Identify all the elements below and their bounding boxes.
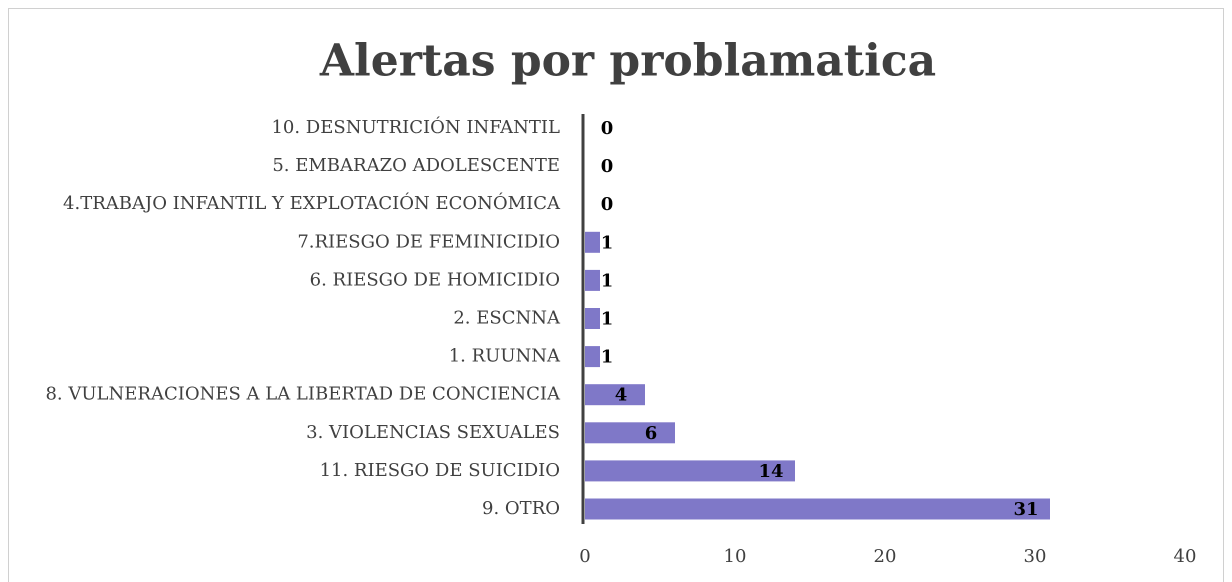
bar (585, 384, 645, 406)
bar (585, 346, 600, 368)
value-label: 6 (645, 423, 658, 444)
x-tick-label: 0 (579, 546, 590, 567)
x-tick-label: 20 (874, 546, 897, 567)
y-tick-label: 11. RIESGO DE SUICIDIO (320, 460, 560, 481)
value-label: 14 (758, 461, 783, 482)
value-label: 4 (615, 385, 628, 406)
y-tick-label: 7.RIESGO DE FEMINICIDIO (297, 231, 560, 252)
y-tick-label: 4.TRABAJO INFANTIL Y EXPLOTACIÓN ECONÓMI… (63, 191, 561, 214)
bar (585, 269, 600, 291)
bar (585, 308, 600, 329)
y-tick-label: 1. RUUNNA (449, 346, 561, 367)
x-tick-label: 10 (724, 546, 747, 567)
y-tick-label: 5. EMBARAZO ADOLESCENTE (272, 155, 560, 176)
x-tick-label: 30 (1024, 546, 1047, 567)
value-label: 1 (601, 270, 614, 291)
y-tick-label: 10. DESNUTRICIÓN INFANTIL (271, 115, 560, 138)
x-tick-label: 40 (1174, 546, 1197, 567)
value-label: 0 (601, 194, 614, 215)
y-tick-label: 6. RIESGO DE HOMICIDIO (310, 269, 560, 290)
bar (585, 460, 795, 482)
y-tick-label: 9. OTRO (482, 498, 560, 519)
value-label: 1 (601, 232, 614, 253)
y-tick-label: 2. ESCNNA (453, 308, 561, 329)
value-label: 1 (601, 347, 614, 368)
value-label: 0 (601, 156, 614, 177)
chart-border (8, 8, 1224, 582)
value-label: 31 (1013, 499, 1038, 520)
value-label: 1 (601, 309, 614, 330)
value-label: 0 (601, 118, 614, 139)
chart-title: Alertas por problamatica (319, 36, 936, 87)
bar (585, 231, 600, 253)
bar (585, 498, 1050, 520)
bar (585, 422, 675, 444)
y-tick-label: 8. VULNERACIONES A LA LIBERTAD DE CONCIE… (45, 384, 561, 405)
y-tick-label: 3. VIOLENCIAS SEXUALES (306, 422, 560, 443)
